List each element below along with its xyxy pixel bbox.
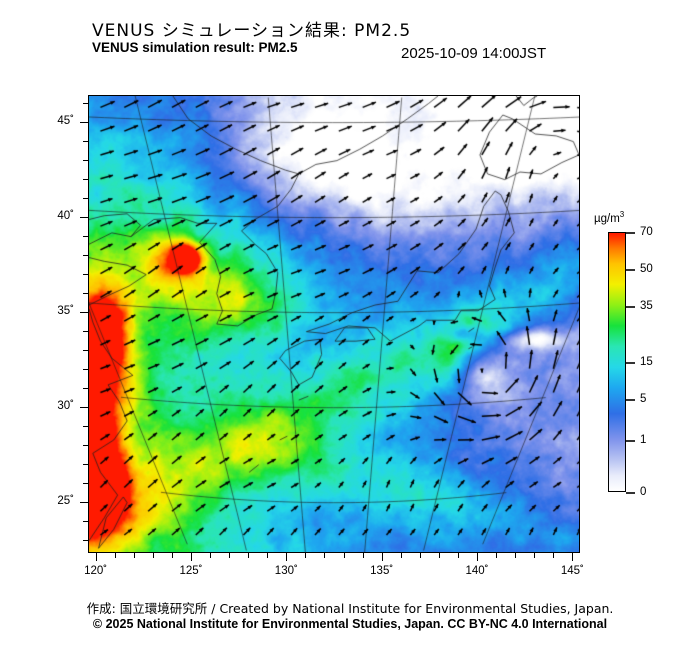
- colorbar-tick-label: 5: [640, 393, 647, 406]
- x-tick: [572, 553, 574, 561]
- x-tick: [95, 553, 97, 561]
- y-tick: [83, 273, 88, 275]
- y-tick: [83, 539, 88, 541]
- x-tick: [152, 553, 154, 558]
- y-tick: [83, 140, 88, 142]
- x-tick: [438, 553, 440, 558]
- x-axis-label: 140˚: [465, 565, 489, 577]
- colorbar-gradient: [608, 232, 626, 492]
- x-tick: [534, 553, 536, 558]
- colorbar-tick: [626, 399, 635, 401]
- y-tick: [80, 406, 88, 408]
- colorbar-tick-label: 50: [640, 263, 653, 276]
- colorbar-tick: [626, 232, 635, 234]
- y-tick: [80, 216, 88, 218]
- x-tick: [477, 553, 479, 561]
- colorbar-tick-label: 35: [640, 300, 653, 313]
- y-tick: [83, 368, 88, 370]
- x-tick: [324, 553, 326, 558]
- y-tick: [83, 292, 88, 294]
- y-tick: [83, 254, 88, 256]
- x-tick: [248, 553, 250, 558]
- x-tick: [267, 553, 269, 558]
- y-tick: [83, 520, 88, 522]
- colorbar-tick-label: 15: [640, 356, 653, 368]
- x-tick: [553, 553, 555, 558]
- x-tick: [133, 553, 135, 558]
- y-axis-label: 25˚: [57, 494, 74, 507]
- colorbar-tick: [626, 440, 635, 442]
- x-tick: [229, 553, 231, 558]
- y-axis-label: 40˚: [57, 209, 74, 222]
- colorbar-unit-text: µg/m: [594, 212, 620, 225]
- colorbar-tick-label: 70: [640, 226, 653, 238]
- page-title-japanese: VENUS シミュレーション結果: PM2.5: [92, 21, 412, 41]
- page-title-english: VENUS simulation result: PM2.5: [92, 40, 298, 55]
- x-tick: [114, 553, 116, 558]
- colorbar-tick: [626, 362, 635, 364]
- x-tick: [286, 553, 288, 561]
- y-tick: [80, 121, 88, 123]
- credit-line-japanese: 作成: 国立環境研究所 / Created by National Instit…: [86, 601, 614, 616]
- y-tick: [83, 463, 88, 465]
- pm25-concentration-map: [89, 96, 579, 552]
- y-axis-label: 30˚: [57, 399, 74, 412]
- y-tick: [83, 444, 88, 446]
- y-tick: [83, 349, 88, 351]
- x-tick: [381, 553, 383, 561]
- colorbar-tick-label: 1: [640, 434, 647, 446]
- colorbar-unit-exponent: 3: [619, 210, 625, 219]
- y-axis-label: 35˚: [57, 304, 74, 317]
- x-tick: [190, 553, 192, 561]
- x-tick: [305, 553, 307, 558]
- y-tick: [83, 482, 88, 484]
- y-tick: [83, 425, 88, 427]
- x-tick: [400, 553, 402, 558]
- x-tick: [457, 553, 459, 558]
- colorbar-tick: [626, 306, 635, 308]
- x-tick: [210, 553, 212, 558]
- y-tick: [83, 330, 88, 332]
- x-tick: [419, 553, 421, 558]
- y-tick: [83, 159, 88, 161]
- y-tick: [80, 311, 88, 313]
- credit-line-license: © 2025 National Institute for Environmen…: [92, 617, 608, 631]
- y-tick: [80, 501, 88, 503]
- x-tick: [171, 553, 173, 558]
- y-tick: [83, 387, 88, 389]
- y-tick: [83, 235, 88, 237]
- x-axis-label: 135˚: [370, 565, 394, 577]
- map-plot-area: [88, 95, 580, 553]
- colorbar-tick: [626, 269, 635, 271]
- x-axis-label: 145˚: [560, 565, 584, 577]
- x-tick: [496, 553, 498, 558]
- y-tick: [83, 178, 88, 180]
- x-tick: [343, 553, 345, 558]
- x-axis-label: 120˚: [84, 565, 108, 577]
- valid-time-label: 2025-10-09 14:00JST: [401, 45, 547, 62]
- y-tick: [83, 102, 88, 104]
- colorbar-unit-label: µg/m3: [594, 210, 624, 225]
- x-tick: [515, 553, 517, 558]
- colorbar-tick-label: 0: [640, 486, 647, 498]
- y-axis-label: 45˚: [57, 114, 74, 127]
- colorbar-tick: [626, 492, 635, 494]
- x-axis-label: 125˚: [179, 565, 203, 577]
- x-tick: [362, 553, 364, 558]
- x-axis-label: 130˚: [274, 565, 298, 577]
- y-tick: [83, 197, 88, 199]
